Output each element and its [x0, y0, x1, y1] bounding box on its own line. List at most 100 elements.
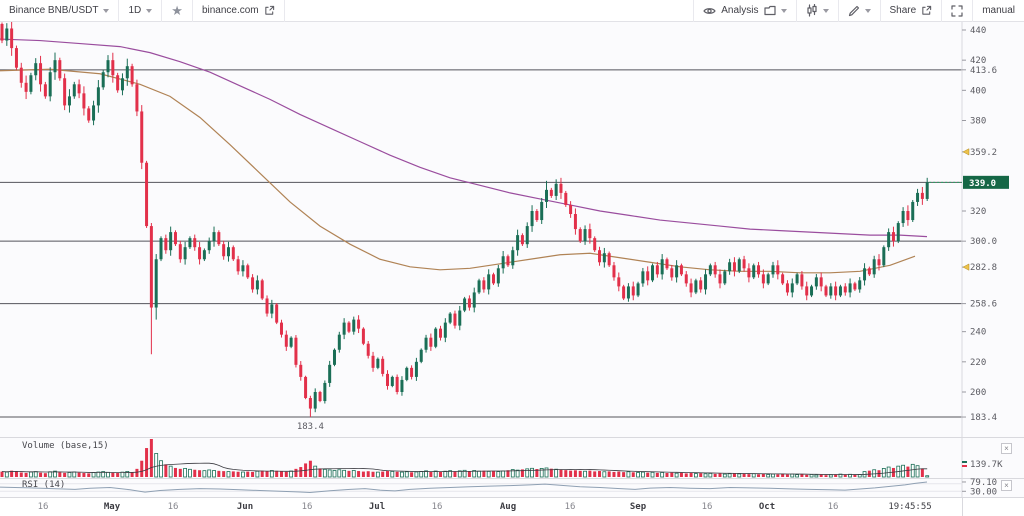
toolbar: Binance BNB/USDT 1D ★ binance.com Analys…: [0, 0, 1024, 22]
candle-body: [819, 277, 823, 287]
time-axis[interactable]: 16 May 16 Jun 16 Jul 16 Aug 16 Sep 16 Oct 16 19:45:55: [0, 497, 1024, 516]
candle-body: [694, 280, 698, 293]
chart-area[interactable]: 183.4 139.7K 79.10 30.00 339.0 440 420 413.6 400…: [0, 22, 1024, 497]
volume-bar: [24, 472, 28, 477]
candle-body: [53, 60, 57, 73]
volume-pane-legend[interactable]: Volume (base,15): [22, 441, 109, 451]
volume-bar: [539, 468, 544, 478]
candle-body: [270, 304, 274, 314]
candle-body: [289, 337, 293, 347]
candle-body: [29, 75, 33, 92]
volume-bar: [342, 469, 347, 478]
divider: [693, 0, 695, 22]
volume-bar: [279, 471, 283, 477]
price-pane[interactable]: 183.4: [0, 22, 962, 432]
volume-bar: [168, 465, 173, 478]
volume-bar: [400, 471, 404, 478]
fullscreen-button[interactable]: [942, 0, 972, 22]
volume-bar: [549, 468, 553, 477]
candle-body: [646, 271, 650, 281]
volume-bar: [766, 474, 771, 478]
volume-bar: [4, 471, 9, 478]
external-link-icon: [264, 5, 274, 15]
candle-body: [829, 286, 833, 296]
candle-body: [593, 238, 597, 251]
candle-body: [265, 298, 269, 314]
volume-pane-close-button[interactable]: ×: [1001, 443, 1012, 454]
candle-body: [675, 265, 679, 278]
mode-button[interactable]: manual: [973, 0, 1024, 22]
share-button[interactable]: Share: [881, 0, 942, 22]
volume-bar: [207, 469, 212, 478]
time-axis-label: Oct: [758, 502, 776, 512]
time-axis-label: May: [103, 502, 121, 512]
volume-bar: [19, 472, 23, 477]
volume-bar: [790, 473, 795, 478]
time-axis-label: Jun: [236, 502, 254, 512]
eye-icon: [703, 7, 716, 14]
volume-bar: [222, 471, 226, 477]
candle-body: [723, 271, 727, 284]
candle-body: [361, 328, 365, 344]
volume-bar: [63, 472, 67, 477]
axis-corner-divider: [962, 498, 963, 516]
mode-label: manual: [982, 5, 1015, 16]
volume-bar: [202, 470, 207, 478]
volume-bar: [665, 473, 669, 477]
volume-bar: [381, 471, 385, 477]
volume-bar: [116, 473, 120, 477]
price-tick-label: 183.4: [970, 413, 997, 423]
volume-bar: [327, 469, 332, 478]
bar-countdown: 19:45:55: [888, 502, 932, 512]
volume-bar: [467, 471, 471, 477]
candle-body: [82, 93, 86, 109]
candle-body: [357, 319, 361, 329]
candle-body: [154, 259, 158, 308]
volume-bar: [130, 472, 134, 477]
candle-body: [390, 376, 394, 386]
candle-body: [896, 223, 900, 242]
candle-body: [655, 265, 659, 275]
symbol-selector[interactable]: Binance BNB/USDT: [0, 0, 118, 22]
exchange-link[interactable]: binance.com: [193, 0, 284, 22]
favorite-button[interactable]: ★: [162, 0, 192, 22]
candle-body: [304, 376, 308, 399]
time-axis-label: 16: [431, 502, 443, 512]
analysis-menu[interactable]: Analysis: [694, 0, 795, 22]
background-layer: [0, 22, 1024, 497]
volume-bar: [684, 473, 688, 477]
candle-body: [732, 262, 736, 272]
volume-bar: [872, 469, 877, 478]
candle-body: [424, 337, 428, 350]
alert-marker-icon: [962, 148, 970, 156]
candle-body: [911, 201, 915, 221]
candle-body: [525, 226, 529, 245]
rsi-tick-label: 30.00: [970, 487, 997, 497]
low-price-annotation: 183.4: [297, 422, 324, 432]
price-tick-label: 200: [970, 388, 986, 398]
candle-body: [96, 87, 100, 106]
draw-tool-button[interactable]: [839, 0, 880, 22]
volume-bar: [626, 471, 631, 478]
candle-body: [766, 274, 770, 284]
chart-style-selector[interactable]: [797, 0, 838, 22]
volume-bar: [439, 471, 443, 477]
candle-body: [101, 72, 105, 88]
volume-bar: [313, 465, 318, 478]
rsi-pane-legend[interactable]: RSI (14): [22, 480, 66, 490]
price-tick-label: 440: [970, 26, 986, 36]
volume-bar: [433, 470, 438, 478]
volume-bar: [486, 470, 491, 478]
candle-body: [920, 192, 924, 199]
interval-selector[interactable]: 1D: [119, 0, 161, 22]
volume-bar: [809, 474, 814, 478]
rsi-pane-close-button[interactable]: ×: [1001, 480, 1012, 491]
volume-bar: [910, 463, 915, 478]
volume-bar: [805, 474, 809, 477]
volume-bar: [10, 470, 14, 477]
volume-bar: [453, 471, 457, 477]
volume-pane[interactable]: 139.7K: [0, 439, 1004, 478]
